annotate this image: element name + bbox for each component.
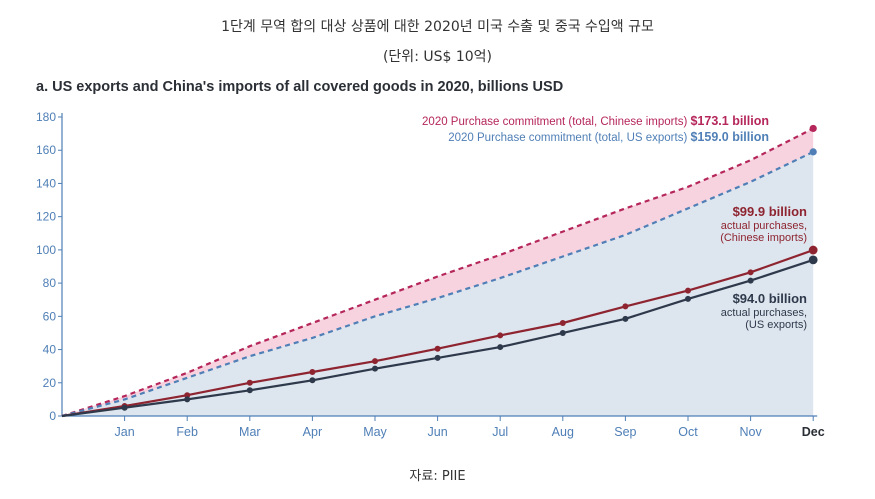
x-tick-label: Nov xyxy=(739,425,762,439)
source-note: 자료: PIIE xyxy=(409,469,466,484)
data-point xyxy=(808,255,818,265)
data-point xyxy=(184,396,191,403)
area-fills xyxy=(62,128,814,416)
x-tick-label: Feb xyxy=(176,425,198,439)
annotation-commitment-us: 2020 Purchase commitment (total, US expo… xyxy=(448,130,769,144)
x-tick-label: Jan xyxy=(115,425,135,439)
x-tick-label: Aug xyxy=(552,425,574,439)
annotation-actual-chinese-line1: actual purchases, xyxy=(721,220,807,232)
y-tick-label: 100 xyxy=(36,243,56,257)
tick-labels: 0 20 40 60 80 100 120 140 160 180 Jan Feb Mar Apr May J… xyxy=(36,110,825,439)
x-tick-label: Oct xyxy=(678,425,698,439)
y-tick-label: 40 xyxy=(43,343,57,357)
y-tick-label: 60 xyxy=(43,309,57,323)
x-tick-label: Dec xyxy=(802,425,825,439)
y-tick-label: 140 xyxy=(36,176,56,190)
x-tick-label: Mar xyxy=(239,425,261,439)
data-point xyxy=(809,148,817,156)
x-tick-label: Sep xyxy=(614,425,636,439)
annotations: 2020 Purchase commitment (total, Chinese… xyxy=(422,114,807,331)
data-point xyxy=(685,287,691,294)
chart-title-korean: 1단계 무역 합의 대상 상품에 대한 2020년 미국 수출 및 중국 수입액… xyxy=(221,19,654,35)
data-point xyxy=(559,319,566,326)
data-point xyxy=(747,277,754,284)
data-point xyxy=(685,295,691,302)
data-point xyxy=(808,245,818,255)
data-point xyxy=(622,315,629,322)
data-point xyxy=(809,124,817,133)
x-tick-label: Jun xyxy=(428,425,448,439)
annotation-actual-us-line1: actual purchases, xyxy=(721,307,807,319)
annotation-actual-us-line2: (US exports) xyxy=(745,319,807,331)
y-tick-label: 20 xyxy=(43,376,57,390)
x-tick-label: Apr xyxy=(303,425,322,439)
data-point xyxy=(434,354,441,361)
y-tick-label: 120 xyxy=(36,210,56,224)
data-point xyxy=(622,303,629,310)
unit-note: (단위: US$ 10억) xyxy=(382,49,493,65)
data-point xyxy=(497,332,504,339)
annotation-commitment-chinese: 2020 Purchase commitment (total, Chinese… xyxy=(422,114,769,128)
data-point xyxy=(184,392,191,399)
annotation-actual-us-value: $94.0 billion xyxy=(733,291,807,306)
annotation-actual-chinese-value: $99.9 billion xyxy=(733,204,807,219)
data-point xyxy=(121,404,128,411)
y-tick-label: 180 xyxy=(36,110,56,124)
series-line xyxy=(61,150,814,418)
y-tick-label: 0 xyxy=(49,409,56,423)
line-chart: 0 20 40 60 80 100 120 140 160 180 Jan Feb Mar Apr May J… xyxy=(36,110,825,439)
x-tick-label: May xyxy=(363,425,387,439)
series-line xyxy=(61,127,814,418)
us-commitment-area xyxy=(62,151,814,416)
data-point xyxy=(497,344,504,351)
annotation-actual-chinese-line2: (Chinese imports) xyxy=(720,232,807,244)
y-tick-label: 160 xyxy=(36,143,56,157)
y-tick-label: 80 xyxy=(43,276,57,290)
data-point xyxy=(372,365,378,372)
data-point xyxy=(309,377,316,384)
x-tick-label: Jul xyxy=(492,425,508,439)
data-point xyxy=(309,368,316,375)
panel-title: a. US exports and China's imports of all… xyxy=(36,79,564,95)
data-point xyxy=(434,345,441,352)
axes xyxy=(58,113,818,421)
series-points xyxy=(121,124,818,411)
data-point xyxy=(372,358,378,365)
data-point xyxy=(246,379,253,386)
data-point xyxy=(747,269,754,276)
data-point xyxy=(246,387,253,394)
data-point xyxy=(559,329,566,336)
